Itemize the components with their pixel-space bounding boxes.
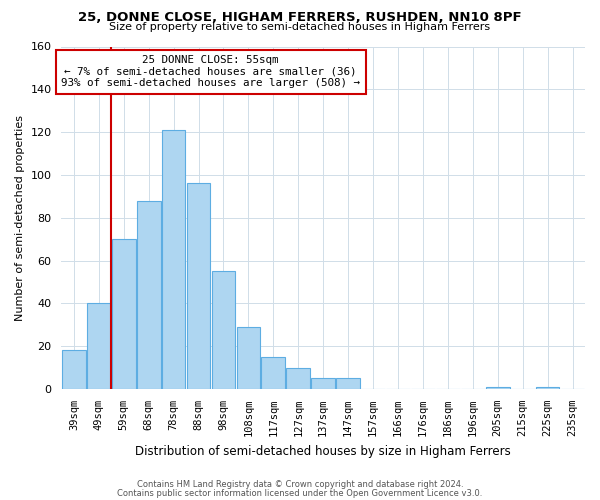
Text: Size of property relative to semi-detached houses in Higham Ferrers: Size of property relative to semi-detach… — [109, 22, 491, 32]
Bar — [536, 387, 559, 389]
Bar — [286, 368, 310, 389]
Bar — [187, 184, 211, 389]
Bar — [262, 357, 285, 389]
Bar — [336, 378, 360, 389]
Bar — [311, 378, 335, 389]
Text: Contains public sector information licensed under the Open Government Licence v3: Contains public sector information licen… — [118, 488, 482, 498]
Bar — [212, 271, 235, 389]
Text: Contains HM Land Registry data © Crown copyright and database right 2024.: Contains HM Land Registry data © Crown c… — [137, 480, 463, 489]
Text: 25, DONNE CLOSE, HIGHAM FERRERS, RUSHDEN, NN10 8PF: 25, DONNE CLOSE, HIGHAM FERRERS, RUSHDEN… — [78, 11, 522, 24]
Bar — [137, 200, 161, 389]
Y-axis label: Number of semi-detached properties: Number of semi-detached properties — [15, 114, 25, 320]
Bar — [236, 327, 260, 389]
Bar — [162, 130, 185, 389]
Bar — [486, 387, 509, 389]
X-axis label: Distribution of semi-detached houses by size in Higham Ferrers: Distribution of semi-detached houses by … — [136, 444, 511, 458]
Bar — [62, 350, 86, 389]
Bar — [87, 304, 110, 389]
Bar — [112, 239, 136, 389]
Text: 25 DONNE CLOSE: 55sqm
← 7% of semi-detached houses are smaller (36)
93% of semi-: 25 DONNE CLOSE: 55sqm ← 7% of semi-detac… — [61, 55, 360, 88]
